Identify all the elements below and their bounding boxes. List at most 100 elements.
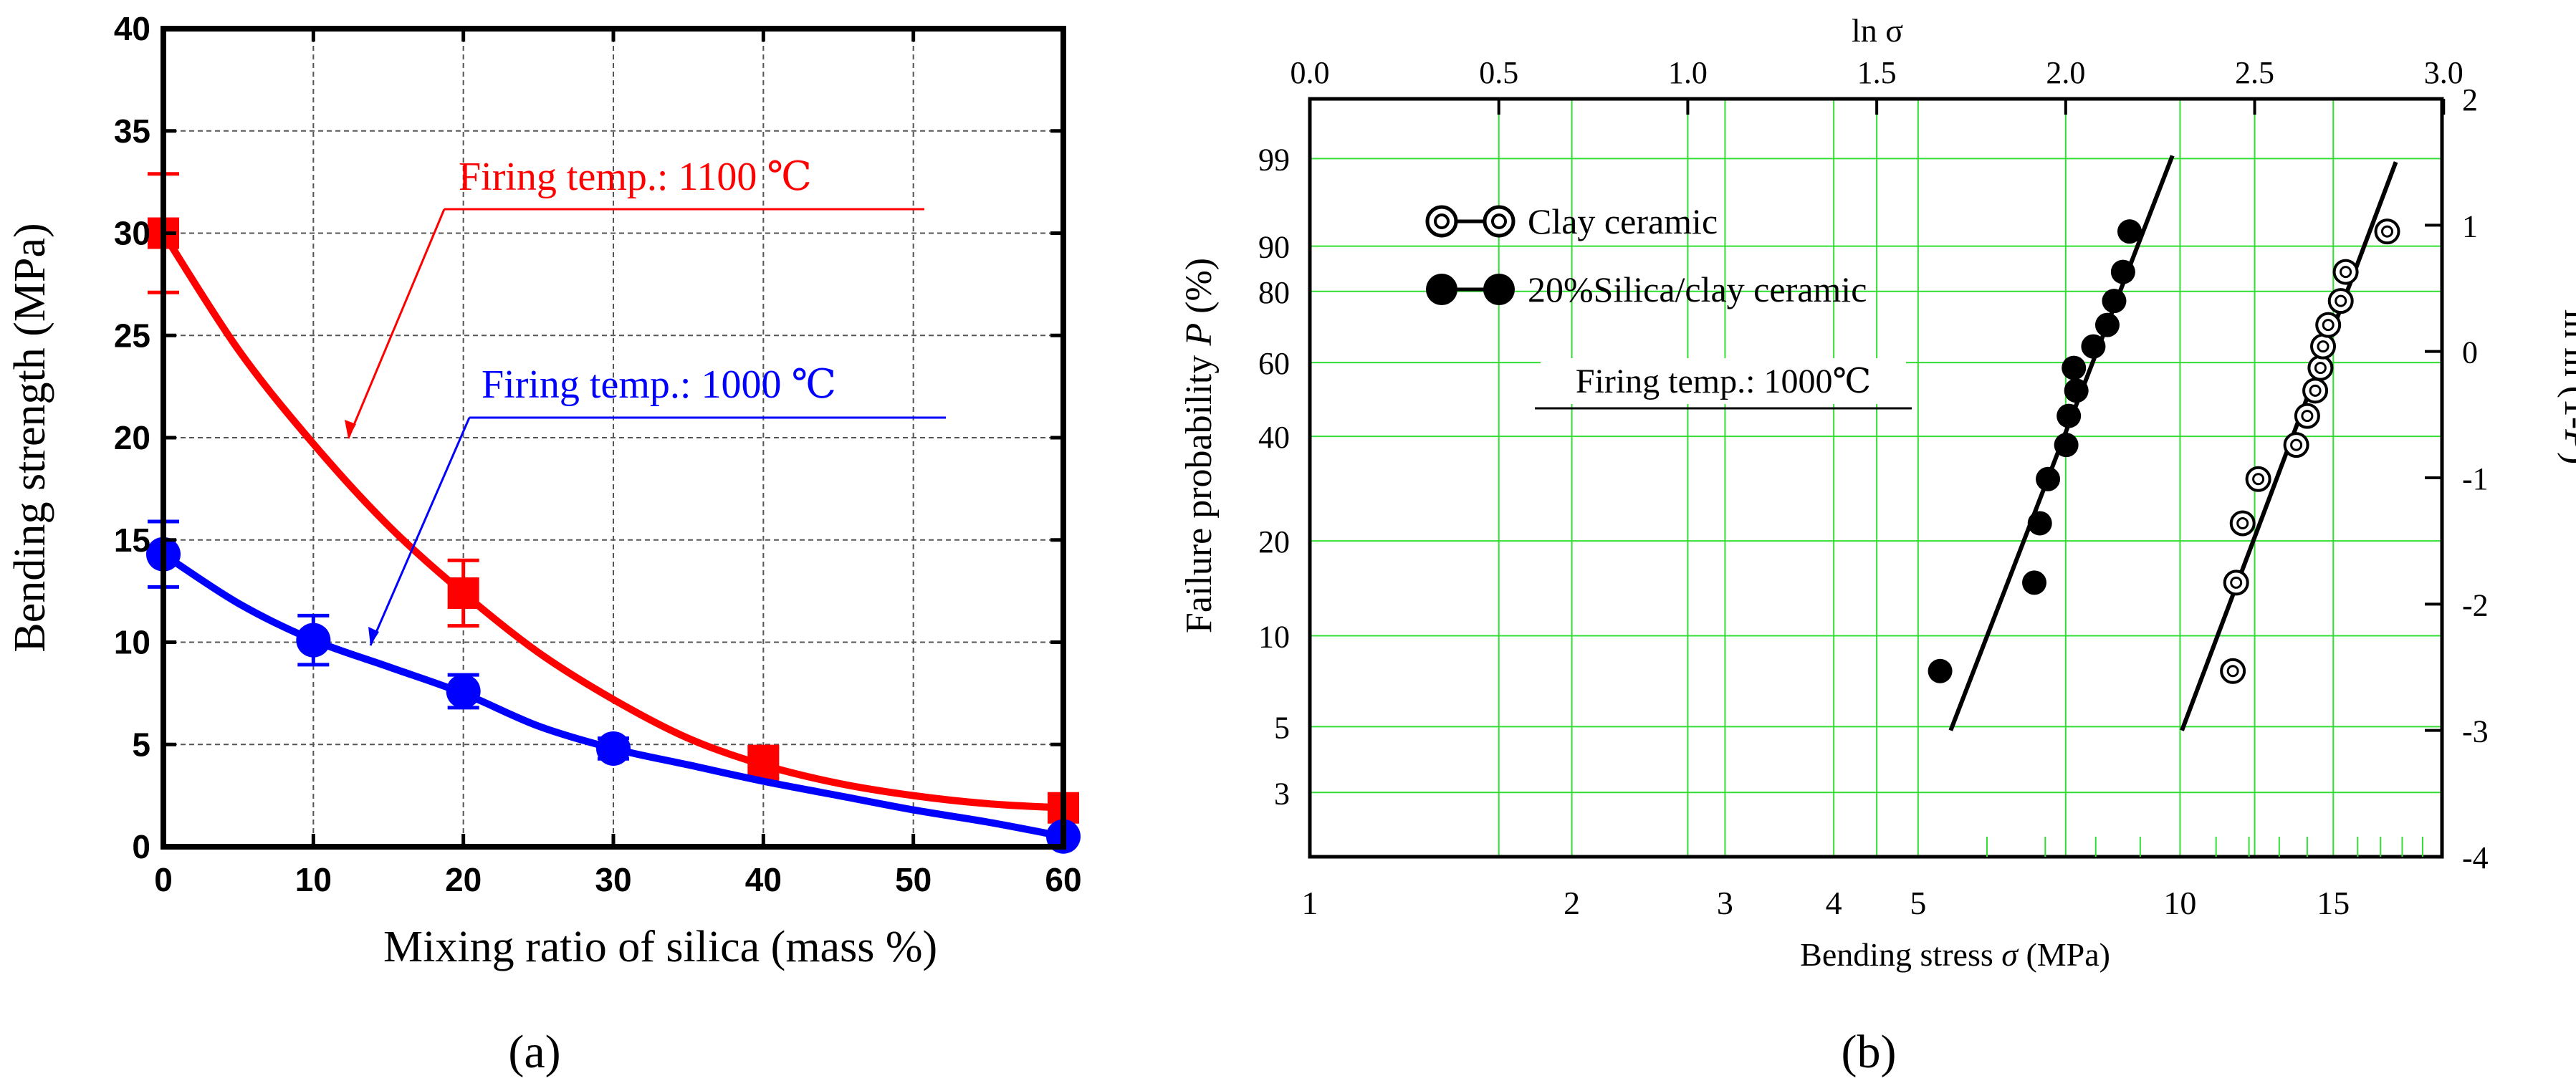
data-point-open-inner xyxy=(2381,225,2394,238)
y-tick-label: 10 xyxy=(1258,619,1290,654)
data-point-circle xyxy=(446,674,481,709)
data-point-filled xyxy=(2027,511,2052,536)
y-tick-label: 15 xyxy=(114,522,150,559)
panel-b-x-axis-label: Bending stress σ (MPa) xyxy=(1800,936,2110,973)
x-tick-label: 40 xyxy=(745,861,782,898)
panel-b-top-axis-label: ln σ xyxy=(1852,12,1903,49)
data-point-open-inner xyxy=(2290,438,2303,451)
firing-temp-box xyxy=(1541,358,1906,404)
y-tick-label: 35 xyxy=(114,112,150,150)
y-tick-label: 20 xyxy=(114,419,150,456)
y-tick-label: 20 xyxy=(1258,524,1290,559)
data-point-open-inner xyxy=(2252,473,2265,486)
right-y-tick-label: -4 xyxy=(2462,840,2489,875)
data-point-filled xyxy=(2110,259,2135,284)
panel-b-right-axis-label: ln ln (1-P)-1 xyxy=(2557,309,2576,486)
legend-clay-ceramic-label: Clay ceramic xyxy=(1528,201,1718,241)
y-tick-label: 0 xyxy=(132,828,150,865)
data-point-filled xyxy=(2057,403,2082,428)
data-point-filled xyxy=(2022,570,2047,595)
data-point-filled xyxy=(2117,219,2142,244)
y-tick-label: 3 xyxy=(1274,776,1290,811)
panel-b-grid xyxy=(1310,99,2442,857)
y-tick-label: 5 xyxy=(132,726,150,763)
right-y-tick-label: -1 xyxy=(2462,461,2489,496)
data-point-square xyxy=(447,577,479,609)
panel-b-series xyxy=(1928,155,2400,731)
annotation-1100-pointer xyxy=(345,208,924,439)
data-point-filled xyxy=(2054,433,2079,458)
x-tick-label: 10 xyxy=(2163,885,2196,921)
top-x-tick-label: 1.0 xyxy=(1668,55,1708,90)
x-tick-label: 10 xyxy=(295,861,332,898)
x-tick-label: 2 xyxy=(1564,885,1580,921)
data-point-open-inner xyxy=(2335,294,2347,307)
y-tick-label: 30 xyxy=(114,215,150,252)
y-tick-label: 5 xyxy=(1274,710,1290,745)
panel-b-plot-frame xyxy=(1308,97,2444,859)
series-clay-ceramic xyxy=(2180,161,2400,731)
y-tick-label: 60 xyxy=(1258,346,1290,381)
fit-curve xyxy=(160,229,1067,812)
data-point-filled xyxy=(2062,355,2087,380)
data-point-filled xyxy=(2094,312,2120,337)
data-point-open-inner xyxy=(2317,340,2330,353)
data-point-filled xyxy=(2102,289,2127,314)
data-point-open-inner xyxy=(2230,576,2243,589)
panel-b-firing-temp-label: Firing temp.: 1000℃ xyxy=(1576,362,1871,400)
y-tick-label: 25 xyxy=(114,317,150,354)
panel-b-ticks: 1 2 3 4 5 10 150.0 0.5 1.0 1.5 2.0 2.5 3.03510204060… xyxy=(1258,55,2489,921)
data-point-open-inner xyxy=(2340,266,2352,279)
x-tick-label: 1 xyxy=(1302,885,1318,921)
x-tick-label: 20 xyxy=(445,861,482,898)
data-point-open-inner xyxy=(2309,384,2322,397)
legend-clay-ceramic: Clay ceramic xyxy=(1425,201,1718,241)
data-point-circle xyxy=(596,731,631,766)
x-tick-label: 15 xyxy=(2317,885,2350,921)
data-point-open-inner xyxy=(2301,410,2314,423)
panel-b: 1 2 3 4 5 10 150.0 0.5 1.0 1.5 2.0 2.5 3.03510204060… xyxy=(1179,12,2576,1078)
y-tick-label: 90 xyxy=(1258,230,1290,265)
top-x-tick-label: 2.0 xyxy=(2046,55,2085,90)
panel-a-label: (a) xyxy=(508,1026,560,1078)
panel-b-y-axis-label: Failure probability P (%) xyxy=(1179,258,1220,633)
data-point-open-inner xyxy=(2314,362,2327,375)
x-tick-label: 4 xyxy=(1826,885,1842,921)
data-point-circle xyxy=(296,623,331,658)
x-tick-label: 3 xyxy=(1717,885,1733,921)
right-y-tick-label: 1 xyxy=(2462,208,2478,244)
y-tick-label: 80 xyxy=(1258,275,1290,310)
annotation-1000-label: Firing temp.: 1000 ℃ xyxy=(482,362,836,407)
data-point-filled xyxy=(2064,378,2089,403)
y-tick-label: 40 xyxy=(1258,420,1290,455)
panel-a-grid xyxy=(163,29,1063,847)
data-point-open-inner xyxy=(2236,516,2249,529)
right-y-tick-label: -3 xyxy=(2462,714,2489,749)
annotation-1000-pointer xyxy=(368,416,946,646)
panel-a-x-axis-label: Mixing ratio of silica (mass %) xyxy=(383,923,937,971)
x-tick-label: 60 xyxy=(1045,861,1081,898)
series-silica-clay-ceramic xyxy=(1928,155,2175,731)
right-y-tick-label: 0 xyxy=(2462,335,2478,370)
top-x-tick-label: 3.0 xyxy=(2424,55,2464,90)
x-tick-label: 50 xyxy=(895,861,932,898)
x-tick-label: 0 xyxy=(154,861,173,898)
panel-b-legend: Clay ceramic 20%Silica/clay ceramic xyxy=(1425,201,1867,309)
y-tick-label: 10 xyxy=(114,624,150,661)
data-point-filled xyxy=(2036,466,2061,491)
top-x-tick-label: 2.5 xyxy=(2235,55,2274,90)
legend-silica-clay-ceramic: 20%Silica/clay ceramic xyxy=(1426,269,1867,309)
y-tick-label: 99 xyxy=(1258,142,1290,177)
data-point-open-inner xyxy=(2226,665,2239,678)
right-y-tick-label: 2 xyxy=(2462,82,2478,117)
data-point-filled xyxy=(2081,334,2106,359)
x-tick-label: 5 xyxy=(1910,885,1926,921)
y-tick-label: 40 xyxy=(114,10,150,47)
annotation-1100-label: Firing temp.: 1100 ℃ xyxy=(459,155,812,199)
right-y-tick-label: -2 xyxy=(2462,587,2489,623)
data-point-filled xyxy=(1928,658,1953,683)
top-x-tick-label: 0.5 xyxy=(1479,55,1518,90)
top-x-tick-label: 0.0 xyxy=(1291,55,1330,90)
panel-a-y-axis-label: Bending strength (MPa) xyxy=(6,223,54,652)
panel-b-label: (b) xyxy=(1842,1026,1897,1078)
